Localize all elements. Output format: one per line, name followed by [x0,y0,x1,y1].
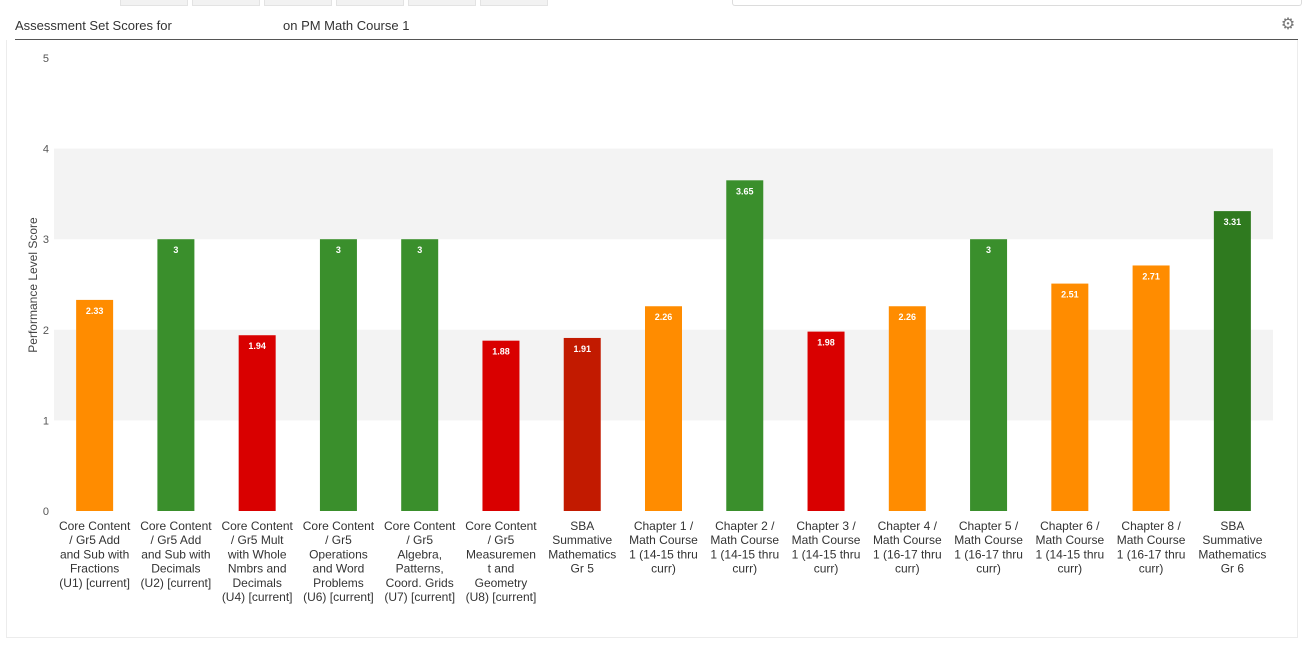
bar[interactable] [482,340,520,511]
x-tick-label: Core Content / Gr5 Add and Sub with Fractio… [59,519,131,590]
y-tick-label: 4 [43,144,49,156]
bar[interactable] [76,299,114,511]
y-tick-label: 0 [43,506,49,518]
bar-value-label: 3 [986,245,991,255]
bar[interactable] [1132,265,1170,511]
x-tick-label: Core Content / Gr5 Mult with Whole Nmbrs an… [221,519,293,604]
bar-value-label: 2.33 [86,306,104,316]
y-tick-label: 3 [43,234,49,246]
x-tick-label: Chapter 6 /Math Course 1 (14-15 thru curr) [1035,519,1104,576]
grid-band [54,148,1273,240]
bar[interactable] [563,337,601,511]
x-tick-label: Core Content / Gr5 Operations and Word Probl… [303,519,375,604]
bar[interactable] [888,306,926,511]
x-tick-label: Chapter 5 /Math Course 1 (16-17 thru curr) [954,519,1023,576]
x-tick-label: Chapter 4 /Math Course 1 (16-17 thru curr) [873,519,942,576]
y-axis-title: Performance Level Score [26,217,40,353]
bar-value-label: 2.26 [655,312,673,322]
chart-area: 0 1 2 3 4 5 2.33 3 1.94 3 3 1.88 1.91 2.26 3.65 1.98 2.… [0,40,1305,640]
top-tab[interactable] [480,0,548,6]
bar-chart: 0 1 2 3 4 5 2.33 3 1.94 3 3 1.88 1.91 2.26 3.65 1.98 2.… [26,53,1273,604]
bar-value-label: 3 [417,245,422,255]
bar-value-label: 2.26 [899,312,917,322]
y-tick-label: 2 [43,325,49,337]
x-tick-label: Core Content / Gr5 Algebra, Patterns, Coord.… [384,519,456,604]
bar[interactable] [807,331,845,511]
x-tick-label: SBA Summative Mathematics Gr 5 [548,519,616,576]
x-tick-label: Chapter 3 /Math Course 1 (14-15 thru curr) [792,519,861,576]
chart-header: Assessment Set Scores for on PM Math Cou… [15,10,1298,40]
x-tick-label: SBA Summative Mathematics Gr 6 [1198,519,1266,576]
bar[interactable] [319,239,357,511]
bar[interactable] [726,180,764,511]
bar[interactable] [1213,211,1251,511]
top-tab[interactable] [264,0,332,6]
bar-value-label: 1.91 [573,344,591,354]
top-tab[interactable] [408,0,476,6]
bar[interactable] [645,306,682,511]
bar[interactable] [238,335,276,511]
bar-value-label: 2.71 [1142,271,1160,281]
chart-title-suffix: on PM Math Course 1 [283,18,410,33]
bar-value-label: 3 [173,245,178,255]
top-tab[interactable] [120,0,188,6]
top-tab[interactable] [192,0,260,6]
bar[interactable] [157,239,195,511]
chart-title-prefix: Assessment Set Scores for [15,18,172,33]
top-tab-strip [120,0,548,6]
bar[interactable] [401,239,439,511]
bar[interactable] [970,239,1008,511]
bar-value-label: 3.65 [736,186,754,196]
gear-icon[interactable]: ⚙ [1280,16,1296,33]
top-tab[interactable] [336,0,404,6]
bar[interactable] [1051,283,1089,511]
bar-value-label: 1.94 [248,341,266,351]
y-tick-label: 5 [43,53,49,65]
bar-value-label: 1.98 [817,338,835,348]
bar-value-label: 3 [336,245,341,255]
x-tick-label: Chapter 1 /Math Course 1 (14-15 thru curr) [629,519,698,576]
bar-value-label: 1.88 [492,347,510,357]
x-tick-label: Core Content / Gr5 Measuremen t and Geometry… [465,519,537,604]
y-tick-label: 1 [43,415,49,427]
x-tick-label: Core Content / Gr5 Add and Sub with Decimal… [140,519,212,590]
top-search-field[interactable] [732,0,1302,6]
bar-value-label: 3.31 [1224,217,1242,227]
x-tick-label: Chapter 2 /Math Course 1 (14-15 thru curr) [710,519,779,576]
x-tick-label: Chapter 8 /Math Course 1 (16-17 thru curr) [1117,519,1186,576]
bar-value-label: 2.51 [1061,290,1079,300]
